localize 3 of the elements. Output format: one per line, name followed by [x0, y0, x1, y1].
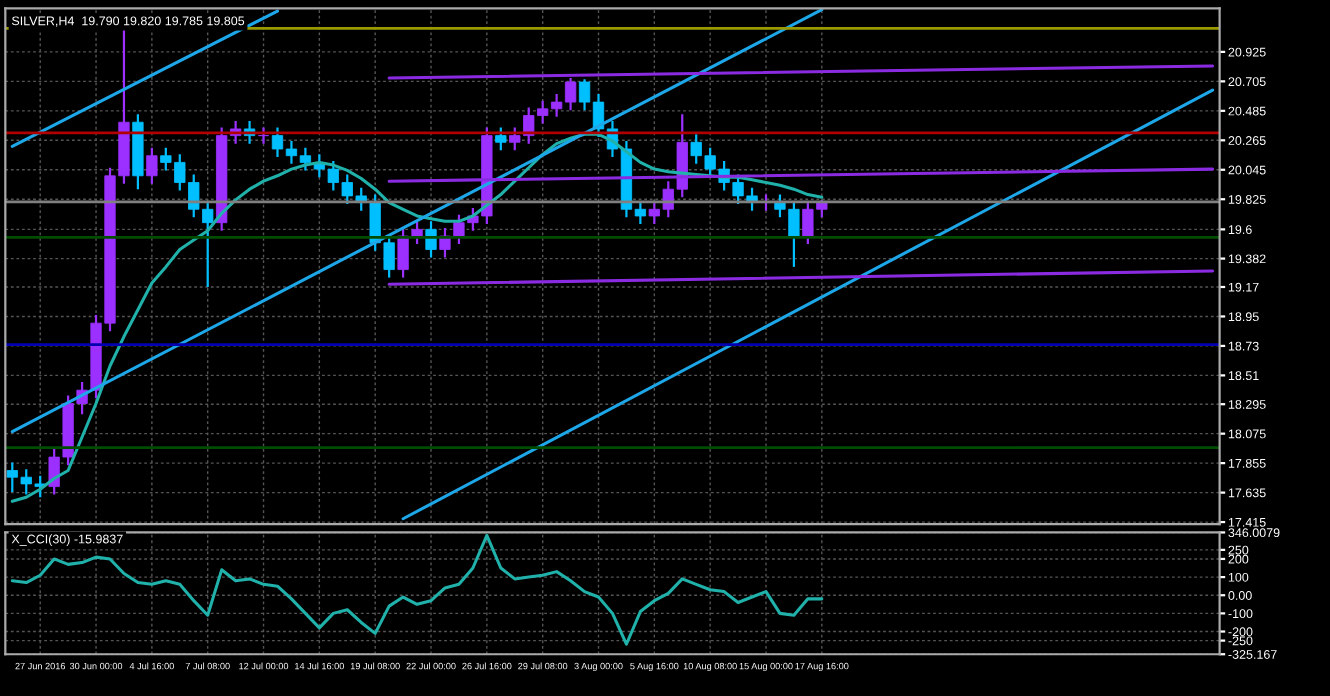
candlestick	[257, 126, 270, 145]
candlestick	[495, 126, 507, 152]
line-series	[10, 533, 824, 646]
